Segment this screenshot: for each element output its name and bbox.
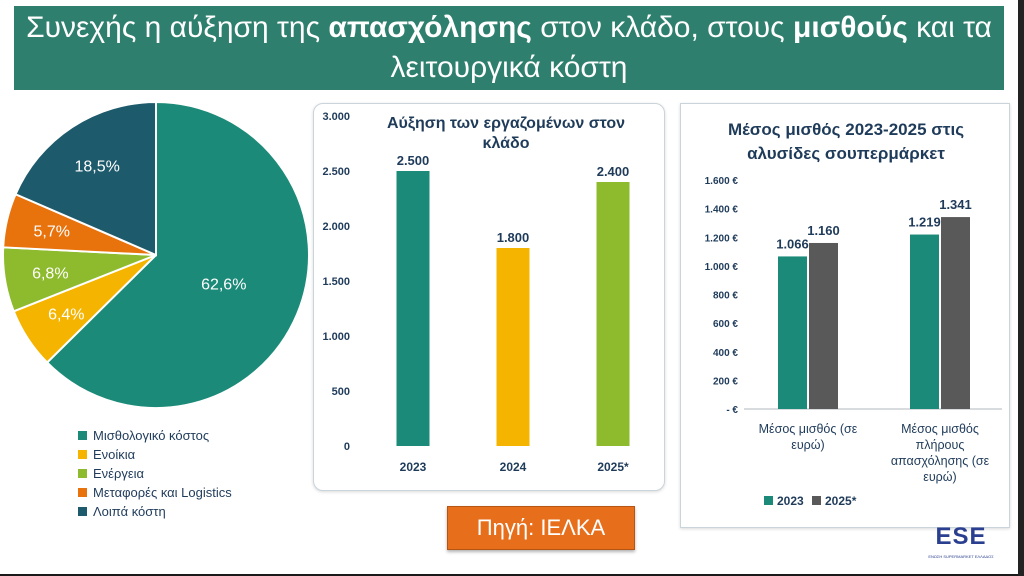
pie-slice: [14, 100, 157, 257]
legend-swatch: [78, 469, 87, 478]
salary-y-tick: 200 €: [713, 376, 738, 387]
bottom-border: [0, 574, 1024, 576]
salary-x-tick-line: απασχόλησης (σε: [891, 454, 990, 468]
pie-legend-item: Ενέργεια: [78, 464, 232, 483]
salary-legend-label: 2025*: [825, 494, 857, 508]
employees-y-tick: 2.500: [322, 166, 350, 178]
title-bold-employment: απασχόλησης: [328, 11, 532, 44]
legend-swatch: [78, 488, 87, 497]
employees-bar: [496, 248, 530, 446]
pie-slice-label: 6,4%: [48, 307, 84, 324]
pie-legend-item: Μισθολογικό κόστος: [78, 426, 232, 445]
title-line-2: λειτουργικά κόστη: [390, 51, 628, 84]
source-button[interactable]: Πηγή: ΙΕΛΚΑ: [447, 506, 635, 550]
legend-swatch: [78, 431, 87, 440]
salary-x-tick-line: πλήρους: [916, 438, 965, 452]
employees-bar: [596, 182, 630, 446]
ese-logo-text: ESE: [935, 523, 986, 550]
legend-label: Μισθολογικό κόστος: [93, 428, 210, 443]
employees-y-tick: 1.500: [322, 276, 350, 288]
pie-legend-item: Μεταφορές και Logistics: [78, 483, 232, 502]
pie-legend-item: Ενοίκια: [78, 445, 232, 464]
legend-label: Λοιπά κόστη: [93, 504, 166, 519]
salary-y-tick: 1.400 €: [705, 205, 739, 216]
employees-bar-value: 2.500: [397, 153, 430, 168]
pie-slice: [45, 100, 310, 409]
salary-bar: [778, 256, 807, 409]
right-edge-border: [1018, 0, 1024, 576]
employees-bar-chart: 0 500 1.000 1.500 2.000 2.500 3.000 2.500 2023 1.…: [322, 111, 630, 474]
salary-y-tick: 1.600 €: [705, 176, 739, 187]
salary-bar-value: 1.219: [908, 215, 941, 230]
employees-chart-title: Αύξηση των εργαζομένων στον κλάδο: [386, 115, 626, 152]
pie-slice-label: 6,8%: [32, 265, 68, 282]
salary-x-tick-line: Μέσος μισθός: [901, 422, 979, 436]
salary-chart-title: Μέσος μισθός 2023-2025 στις αλυσίδες σου…: [727, 120, 965, 163]
salary-bar: [809, 242, 838, 409]
employees-y-tick: 3.000: [322, 111, 350, 123]
ese-logo-subtext: ΕΝΩΣΗ SUPERMARKET ΕΛΛΑΔΟΣ: [928, 554, 994, 559]
salary-bar: [941, 217, 970, 409]
pie-slice-label: 62,6%: [201, 276, 246, 293]
title-bold-salaries: μισθούς: [792, 11, 908, 44]
salary-y-tick: 400 €: [713, 348, 738, 359]
salary-bar-value: 1.341: [939, 197, 972, 212]
employees-x-tick: 2023: [400, 460, 427, 474]
legend-label: Μεταφορές και Logistics: [93, 485, 232, 500]
salary-legend-swatch: [764, 496, 773, 505]
employees-bar-value: 1.800: [497, 230, 530, 245]
salary-bar-chart: - € 200 € 400 € 600 € 800 € 1.000 € 1.200 € 1.4…: [705, 176, 1002, 508]
employees-bar-value: 2.400: [597, 164, 630, 179]
salary-bar-value: 1.160: [807, 223, 840, 238]
cost-pie-chart: 62,6% 6,4% 6,8% 5,7% 18,5%: [2, 100, 310, 409]
employees-y-tick: 1.000: [322, 331, 350, 343]
salary-y-tick: - €: [726, 405, 738, 416]
legend-label: Ενοίκια: [93, 447, 136, 462]
salary-bar-value: 1.066: [776, 236, 809, 251]
employees-y-tick: 0: [344, 441, 350, 453]
legend-swatch: [78, 450, 87, 459]
salary-x-tick-line: Μέσος μισθός (σε: [759, 422, 858, 436]
pie-slice-label: 5,7%: [33, 224, 69, 241]
employees-bar: [396, 171, 430, 446]
pie-legend: Μισθολογικό κόστος Ενοίκια Ενέργεια Μεταφορ…: [78, 426, 232, 521]
legend-swatch: [78, 507, 87, 516]
salary-y-tick: 800 €: [713, 291, 738, 302]
salary-bar: [910, 234, 939, 409]
title-line-1: Συνεχής η αύξηση της απασχόλησης στον κλ…: [26, 11, 992, 44]
salary-x-tick-line: ευρώ): [923, 470, 956, 484]
salary-y-tick: 1.200 €: [705, 233, 739, 244]
title-banner: Συνεχής η αύξηση της απασχόλησης στον κλ…: [14, 6, 1004, 90]
employees-x-tick: 2025*: [597, 460, 629, 474]
employees-y-tick: 2.000: [322, 221, 350, 233]
employees-y-tick: 500: [332, 386, 350, 398]
ese-logo: ESE ΕΝΩΣΗ SUPERMARKET ΕΛΛΑΔΟΣ: [926, 520, 996, 564]
salary-x-tick-line: ευρώ): [791, 438, 824, 452]
pie-slice-label: 18,5%: [75, 158, 120, 175]
legend-label: Ενέργεια: [93, 466, 145, 481]
salary-y-tick: 1.000 €: [705, 262, 739, 273]
pie-legend-item: Λοιπά κόστη: [78, 502, 232, 521]
ese-logo-graphic: ESE ΕΝΩΣΗ SUPERMARKET ΕΛΛΑΔΟΣ: [928, 523, 994, 559]
salary-y-tick: 600 €: [713, 319, 738, 330]
salary-legend-swatch: [812, 496, 821, 505]
salary-legend-label: 2023: [777, 494, 804, 508]
employees-x-tick: 2024: [500, 460, 527, 474]
